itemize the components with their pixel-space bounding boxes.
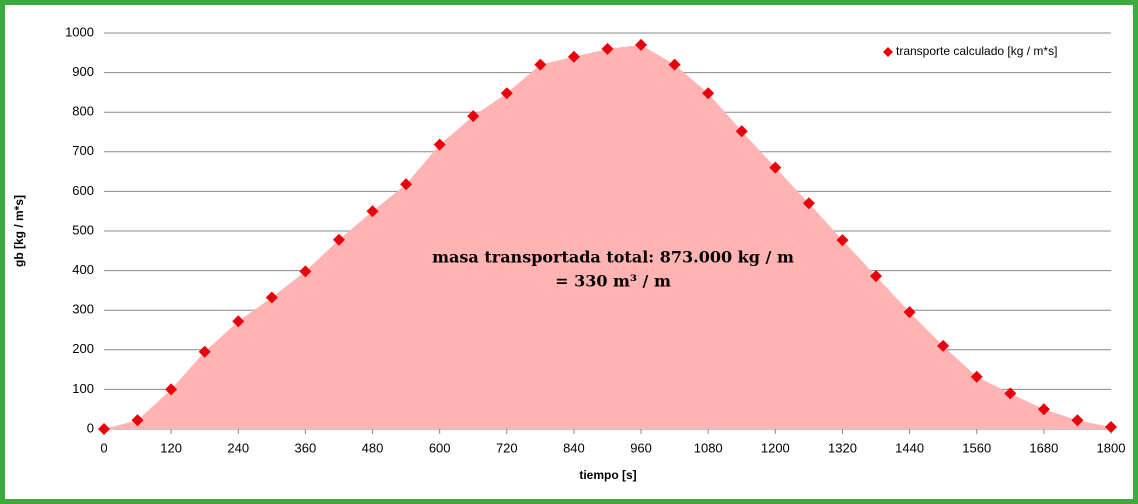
point — [131, 414, 144, 427]
y-tick-label: 1000 — [65, 24, 94, 39]
annotation: masa transportada total: 873.000 kg / m — [432, 248, 794, 267]
y-tick-label: 400 — [72, 262, 94, 277]
y-tick-label: 100 — [72, 381, 94, 396]
x-tick-label: 1320 — [828, 440, 857, 455]
x-tick-label: 360 — [295, 440, 317, 455]
y-tick-label: 900 — [72, 64, 94, 79]
y-tick-label: 500 — [72, 222, 94, 237]
point — [299, 265, 312, 278]
point — [500, 87, 513, 100]
point — [1004, 387, 1017, 400]
y-tick-label: 200 — [72, 341, 94, 356]
point — [98, 423, 110, 435]
point — [198, 345, 211, 358]
point — [769, 161, 782, 174]
y-tick-label: 700 — [72, 143, 94, 158]
x-tick-label: 1560 — [962, 440, 991, 455]
point — [232, 315, 245, 328]
point — [567, 50, 580, 63]
point — [433, 138, 446, 151]
x-tick-label: 960 — [630, 440, 652, 455]
x-tick-label: 1440 — [895, 440, 924, 455]
point — [1105, 421, 1117, 434]
x-tick-label: 240 — [227, 440, 249, 455]
y-tick-label: 300 — [72, 302, 94, 317]
point — [735, 125, 748, 138]
x-tick-label: 600 — [429, 440, 451, 455]
x-tick-label: 1680 — [1029, 440, 1058, 455]
point — [870, 270, 883, 283]
point — [467, 110, 480, 123]
point — [668, 58, 681, 71]
y-tick-label: 800 — [72, 104, 94, 119]
point — [903, 306, 916, 319]
x-tick-label: 1200 — [761, 440, 790, 455]
point — [836, 234, 849, 247]
legend-label: transporte calculado [kg / m*s] — [896, 44, 1057, 58]
point — [1071, 414, 1084, 427]
y-tick-label: 0 — [87, 420, 94, 435]
x-tick-label: 720 — [496, 440, 518, 455]
annotation: = 330 m³ / m — [555, 272, 671, 291]
x-tick-label: 120 — [160, 440, 182, 455]
point — [332, 233, 345, 246]
point — [165, 383, 178, 396]
point — [265, 291, 278, 304]
point — [702, 87, 715, 100]
point — [366, 205, 379, 218]
point — [635, 38, 648, 51]
point — [400, 178, 413, 191]
point — [802, 197, 815, 210]
y-tick-label: 600 — [72, 183, 94, 198]
area — [104, 44, 1111, 429]
point — [534, 58, 547, 71]
point — [601, 42, 614, 55]
x-tick-label: 0 — [100, 440, 107, 455]
x-tick-label: 480 — [362, 440, 384, 455]
y-axis-label: gb [kg / m*s] — [12, 195, 26, 267]
point — [970, 370, 983, 383]
point — [937, 339, 950, 352]
x-tick-label: 1080 — [694, 440, 723, 455]
x-axis-label: tiempo [s] — [579, 468, 636, 482]
legend-marker — [883, 47, 893, 57]
point — [1037, 403, 1050, 416]
x-tick-label: 1800 — [1097, 440, 1126, 455]
x-tick-label: 840 — [563, 440, 585, 455]
